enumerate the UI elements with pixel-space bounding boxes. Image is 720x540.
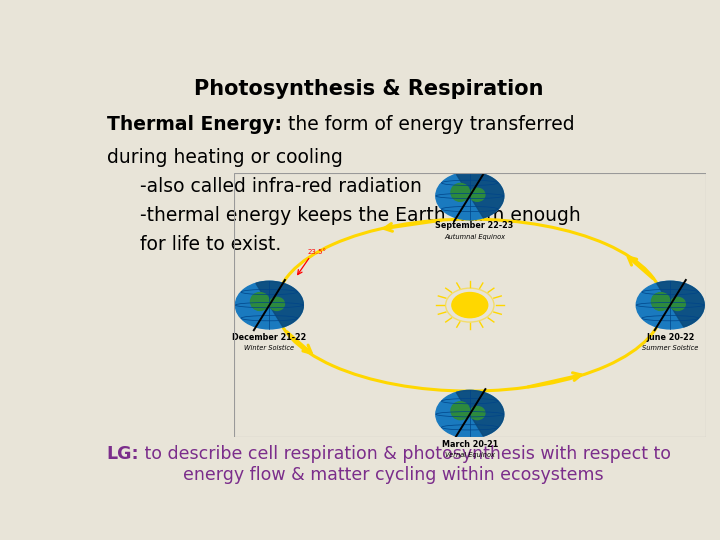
Text: 23.5°: 23.5° [307,249,326,255]
Text: March 20-21: March 20-21 [441,440,498,449]
Text: Winter Solstice: Winter Solstice [244,346,294,352]
Circle shape [636,281,704,329]
Ellipse shape [670,298,685,310]
Text: -thermal energy keeps the Earth warm enough: -thermal energy keeps the Earth warm eno… [140,206,581,225]
Ellipse shape [469,188,485,201]
Text: for life to exist.: for life to exist. [140,235,282,254]
Ellipse shape [451,402,469,420]
Ellipse shape [451,184,469,201]
Polygon shape [657,281,704,327]
Ellipse shape [269,298,284,310]
Text: the form of energy transferred: the form of energy transferred [282,114,575,134]
Circle shape [436,172,504,220]
Ellipse shape [652,293,670,310]
Polygon shape [456,172,504,218]
Circle shape [235,281,303,329]
Ellipse shape [251,293,269,310]
Text: Summer Solstice: Summer Solstice [642,346,698,352]
Text: December 21-22: December 21-22 [233,333,307,342]
Text: Thermal Energy:: Thermal Energy: [107,114,282,134]
Text: June 20-22: June 20-22 [646,333,694,342]
Text: Vernal Equinox: Vernal Equinox [445,452,495,458]
Text: LG:: LG: [107,446,140,463]
Text: Autumnal Equinox: Autumnal Equinox [444,234,505,240]
Text: September 22-23: September 22-23 [436,221,513,231]
Text: to describe cell respiration & photosynthesis with respect to
        energy flo: to describe cell respiration & photosynt… [140,446,671,484]
Ellipse shape [469,407,485,420]
Text: -also called infra-red radiation: -also called infra-red radiation [140,177,422,196]
Text: Photosynthesis & Respiration: Photosynthesis & Respiration [194,79,544,99]
Text: during heating or cooling: during heating or cooling [107,148,343,167]
Polygon shape [456,390,504,436]
Circle shape [436,390,504,438]
Polygon shape [256,281,303,327]
Circle shape [452,293,487,318]
